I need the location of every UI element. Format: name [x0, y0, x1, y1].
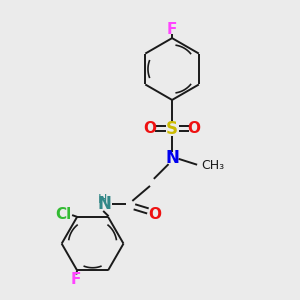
Text: F: F	[70, 272, 81, 287]
Text: H: H	[98, 193, 108, 206]
Text: O: O	[188, 121, 201, 136]
Text: F: F	[167, 22, 177, 38]
Text: CH₃: CH₃	[201, 159, 224, 172]
Text: S: S	[166, 120, 178, 138]
Text: Cl: Cl	[55, 207, 71, 222]
Text: O: O	[148, 207, 161, 222]
Text: O: O	[143, 121, 157, 136]
Text: N: N	[98, 196, 111, 214]
Text: N: N	[165, 149, 179, 167]
